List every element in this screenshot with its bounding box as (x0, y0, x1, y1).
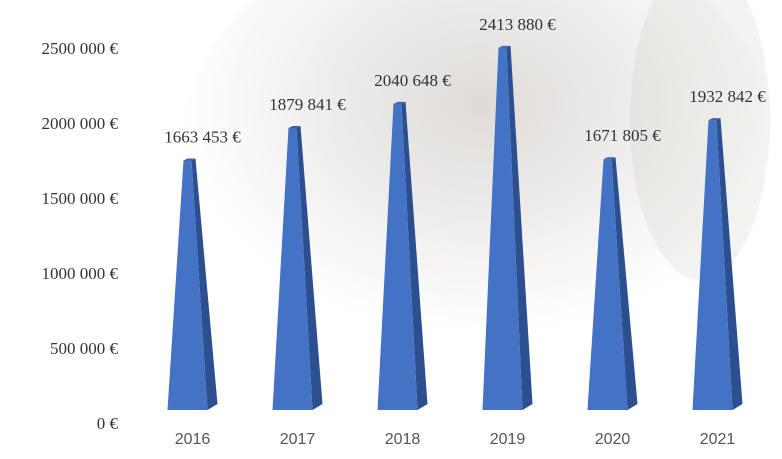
value-label: 2040 648 € (374, 71, 451, 90)
y-tick-label: 1500 000 € (42, 189, 119, 208)
y-tick-label: 0 € (97, 414, 119, 433)
value-label: 1932 842 € (689, 87, 766, 106)
chart: 0 € 500 000 € 1000 000 € 1500 000 € 2000 000… (0, 0, 782, 459)
value-label: 1671 805 € (584, 126, 661, 145)
y-tick-label: 500 000 € (50, 339, 119, 358)
x-tick-label: 2020 (595, 431, 631, 448)
x-tick-label: 2017 (280, 431, 316, 448)
x-tick-label: 2019 (490, 431, 526, 448)
y-tick-label: 2500 000 € (42, 39, 119, 58)
x-tick-label: 2021 (700, 431, 736, 448)
value-label: 2413 880 € (479, 15, 556, 34)
value-label: 1663 453 € (164, 127, 241, 146)
x-tick-label: 2018 (385, 431, 421, 448)
y-tick-label: 2000 000 € (42, 114, 119, 133)
x-tick-label: 2016 (175, 431, 211, 448)
y-tick-label: 1000 000 € (42, 264, 119, 283)
value-label: 1879 841 € (269, 95, 346, 114)
page: {"chart_data": {"type": "bar", "categori… (0, 0, 782, 459)
